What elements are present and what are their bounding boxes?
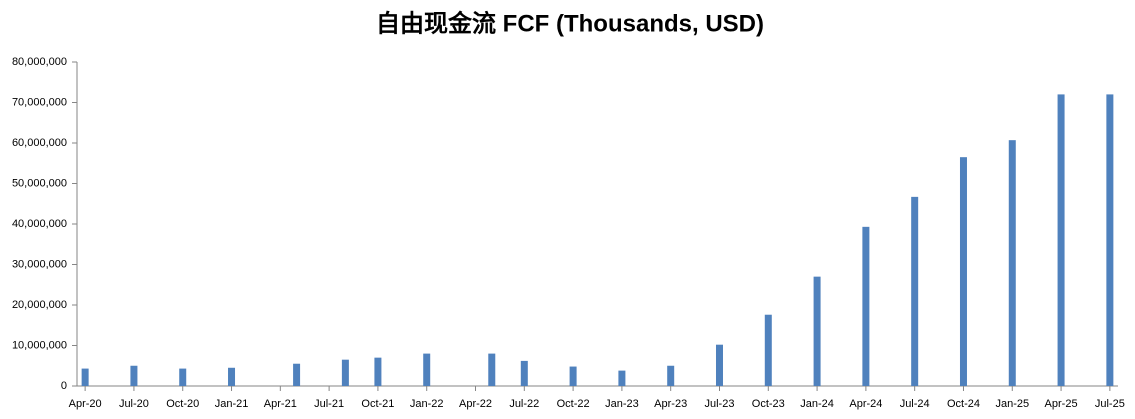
bar — [1008, 140, 1016, 386]
x-tick-label: Jul-20 — [119, 398, 149, 410]
x-tick-label: Jan-21 — [215, 398, 249, 410]
x-tick-label: Jan-24 — [800, 398, 834, 410]
y-tick-label: 50,000,000 — [12, 177, 67, 189]
bar — [618, 370, 626, 386]
x-tick-label: Jan-22 — [410, 398, 444, 410]
bar — [862, 226, 870, 386]
bar — [374, 357, 382, 386]
x-tick-label: Apr-22 — [459, 398, 492, 410]
x-tick-label: Jul-23 — [705, 398, 735, 410]
bar — [569, 366, 577, 386]
x-tick-label: Jan-23 — [605, 398, 639, 410]
x-tick-label: Jul-22 — [509, 398, 539, 410]
bar — [959, 157, 967, 386]
y-tick-label: 0 — [61, 380, 67, 392]
x-tick-label: Apr-25 — [1045, 398, 1078, 410]
bar — [423, 353, 431, 386]
x-tick-label: Apr-20 — [69, 398, 102, 410]
bar — [520, 360, 528, 386]
bar — [228, 367, 236, 386]
bar — [341, 359, 349, 386]
bar — [911, 196, 919, 386]
y-tick-label: 40,000,000 — [12, 218, 67, 230]
x-tick-label: Apr-23 — [654, 398, 687, 410]
y-tick-label: 70,000,000 — [12, 96, 67, 108]
x-tick-label: Oct-22 — [557, 398, 590, 410]
bar — [179, 368, 187, 386]
x-tick-label: Jul-21 — [314, 398, 344, 410]
chart-title: 自由现金流 FCF (Thousands, USD) — [376, 9, 764, 37]
bar — [667, 365, 675, 386]
bar — [488, 353, 496, 386]
bar — [130, 365, 138, 386]
x-tick-label: Apr-24 — [849, 398, 882, 410]
x-tick-label: Oct-21 — [361, 398, 394, 410]
bar — [81, 368, 89, 386]
x-tick-label: Oct-24 — [947, 398, 980, 410]
y-tick-label: 80,000,000 — [12, 56, 67, 68]
y-tick-label: 20,000,000 — [12, 299, 67, 311]
y-tick-label: 60,000,000 — [12, 137, 67, 149]
x-tick-label: Oct-23 — [752, 398, 785, 410]
bar — [764, 314, 772, 386]
x-tick-label: Jul-25 — [1095, 398, 1125, 410]
bar — [293, 363, 301, 386]
x-tick-label: Jul-24 — [900, 398, 930, 410]
x-tick-label: Jan-25 — [995, 398, 1029, 410]
bar — [1106, 94, 1114, 387]
x-tick-label: Oct-20 — [166, 398, 199, 410]
y-tick-label: 30,000,000 — [12, 258, 67, 270]
y-tick-label: 10,000,000 — [12, 339, 67, 351]
x-tick-label: Apr-21 — [264, 398, 297, 410]
bar — [1057, 94, 1065, 387]
bar — [813, 276, 821, 386]
bar — [715, 344, 723, 386]
